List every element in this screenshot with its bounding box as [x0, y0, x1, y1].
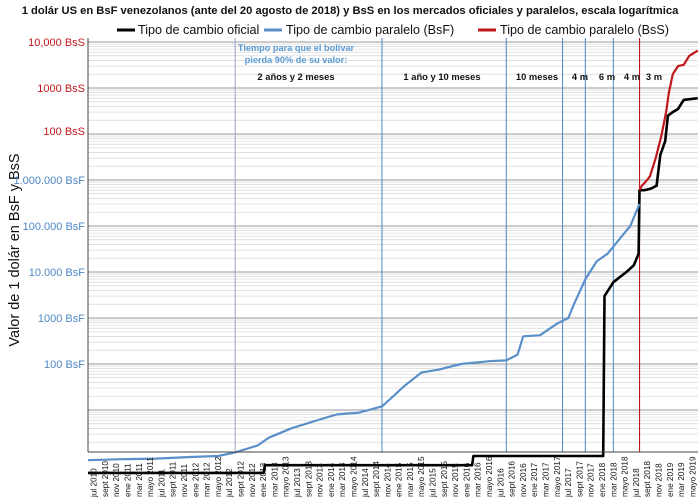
x-tick-label: mayo 2015 — [417, 456, 426, 497]
x-tick-label: ene 2015 — [395, 462, 404, 497]
y-tick-label: 1000 BsS — [37, 83, 85, 95]
x-tick-label: mar 2016 — [474, 462, 483, 497]
series-line-paralelo-bss — [638, 49, 699, 191]
x-tick-label: nov 2016 — [519, 463, 528, 497]
x-tick-label: mayo 2012 — [214, 456, 223, 497]
x-tick-label: ene 2011 — [124, 463, 133, 497]
y-tick-label: 100 BsF — [44, 359, 85, 371]
x-tick-label: jul 2016 — [496, 468, 505, 498]
x-tick-label: sept 2015 — [440, 461, 449, 497]
x-tick-label: sept 2017 — [575, 461, 584, 497]
legend-label-paralelo-bsf: Tipo de cambio paralelo (BsF) — [286, 23, 454, 37]
y-tick-label: 10,000 BsS — [28, 37, 85, 49]
x-tick-label: mar 2017 — [542, 462, 551, 497]
grid-lines — [88, 41, 698, 443]
x-tick-label: mar 2019 — [677, 462, 686, 497]
x-tick-label: sept 2010 — [101, 461, 110, 497]
x-tick-label: mar 2015 — [406, 462, 415, 497]
chart-title: 1 dolár US en BsF venezolanos (ante del … — [22, 5, 679, 17]
x-tick-label: nov 2013 — [316, 463, 325, 497]
x-tick-label: nov 2014 — [383, 463, 392, 497]
x-tick-label: mayo 2014 — [350, 456, 359, 497]
y-tick-label: 1.000.000 BsF — [13, 175, 85, 187]
x-tick-label: nov 2011 — [180, 463, 189, 497]
y-tick-label: 100.000 BsF — [23, 221, 86, 233]
y-tick-label: 1000 BsF — [38, 313, 85, 325]
period-annotations: Tiempo para que el bolívar pierda 90% de… — [238, 43, 662, 82]
period-label-6: 4 m — [624, 71, 640, 82]
x-tick-label: jul 2017 — [564, 468, 573, 498]
x-tick-label: jul 2015 — [429, 468, 438, 498]
axes — [87, 38, 698, 453]
x-tick-label: mar 2018 — [609, 462, 618, 497]
x-tick-label: mar 2011 — [135, 463, 144, 497]
period-boundaries — [234, 38, 641, 452]
period-label-1: 2 años y 2 meses — [257, 71, 334, 82]
x-tick-label: ene 2012 — [191, 462, 200, 497]
x-tick-label: sept 2016 — [508, 461, 517, 497]
x-tick-label: jul 2011 — [157, 468, 166, 498]
period-label-2: 1 año y 10 meses — [403, 71, 480, 82]
x-tick-label: mayo 2011 — [146, 457, 155, 497]
x-tick-label: ene 2019 — [666, 462, 675, 497]
x-tick-label: jul 2013 — [293, 468, 302, 498]
period-label-3: 10 meses — [516, 71, 558, 82]
x-tick-label: mar 2014 — [338, 462, 347, 497]
x-tick-label: nov 2018 — [655, 463, 664, 497]
y-ticks-bss: 10,000 BsS 1000 BsS 100 BsS — [28, 37, 85, 138]
x-tick-label: jul 2010 — [90, 468, 99, 498]
series-line-oficial — [88, 96, 698, 475]
x-tick-label: ene 2016 — [462, 462, 471, 497]
period-label-7: 3 m — [646, 71, 662, 82]
x-tick-label: mar 2013 — [270, 462, 279, 497]
x-tick-label: mayo 2016 — [485, 456, 494, 497]
annotation-heading-line2: pierda 90% de su valor: — [245, 55, 348, 65]
x-tick-label: ene 2013 — [259, 462, 268, 497]
x-tick-label: mayo 2018 — [621, 456, 630, 497]
x-tick-label: sept 2012 — [237, 461, 246, 497]
x-tick-label: ene 2018 — [598, 462, 607, 497]
annotation-heading-line1: Tiempo para que el bolívar — [238, 43, 355, 53]
x-tick-label: nov 2017 — [587, 463, 596, 497]
x-tick-label: mayo 2013 — [282, 456, 291, 497]
x-tick-label: mar 2012 — [203, 462, 212, 497]
x-tick-label: nov 2010 — [112, 463, 121, 497]
legend-label-oficial: Tipo de cambio oficial — [138, 23, 259, 37]
x-tick-label: nov 2012 — [248, 463, 257, 497]
x-tick-label: ene 2017 — [530, 462, 539, 497]
period-label-4: 4 m — [572, 71, 588, 82]
x-tick-label: mayo 2017 — [553, 456, 562, 497]
y-tick-label: 10.000 BsF — [29, 267, 86, 279]
x-tick-label: mayo 2019 — [688, 456, 697, 497]
series-layer — [87, 49, 699, 475]
y-axis-label: Valor de 1 dolár en BsF y BsS — [7, 153, 23, 346]
legend: Tipo de cambio oficial Tipo de cambio pa… — [117, 23, 669, 37]
y-ticks-bsf: 1.000.000 BsF 100.000 BsF 10.000 BsF 100… — [13, 175, 85, 371]
x-tick-label: sept 2013 — [304, 461, 313, 497]
y-tick-label: 100 BsS — [43, 126, 85, 138]
x-tick-label: ene 2014 — [327, 462, 336, 497]
x-ticks: jul 2010 sept 2010 nov 2010 ene 2011 mar 201… — [90, 456, 698, 498]
x-tick-label: nov 2015 — [451, 463, 460, 497]
period-label-5: 6 m — [599, 71, 615, 82]
x-tick-label: jul 2014 — [361, 468, 370, 498]
series-line-paralelo-bsf — [87, 203, 641, 462]
x-tick-label: jul 2018 — [632, 468, 641, 498]
x-tick-label: sept 2018 — [643, 461, 652, 497]
x-tick-label: sept 2014 — [372, 461, 381, 497]
x-tick-label: sept 2011 — [169, 461, 178, 497]
x-tick-label: jul 2012 — [225, 468, 234, 498]
legend-label-paralelo-bss: Tipo de cambio paralelo (BsS) — [500, 23, 669, 37]
